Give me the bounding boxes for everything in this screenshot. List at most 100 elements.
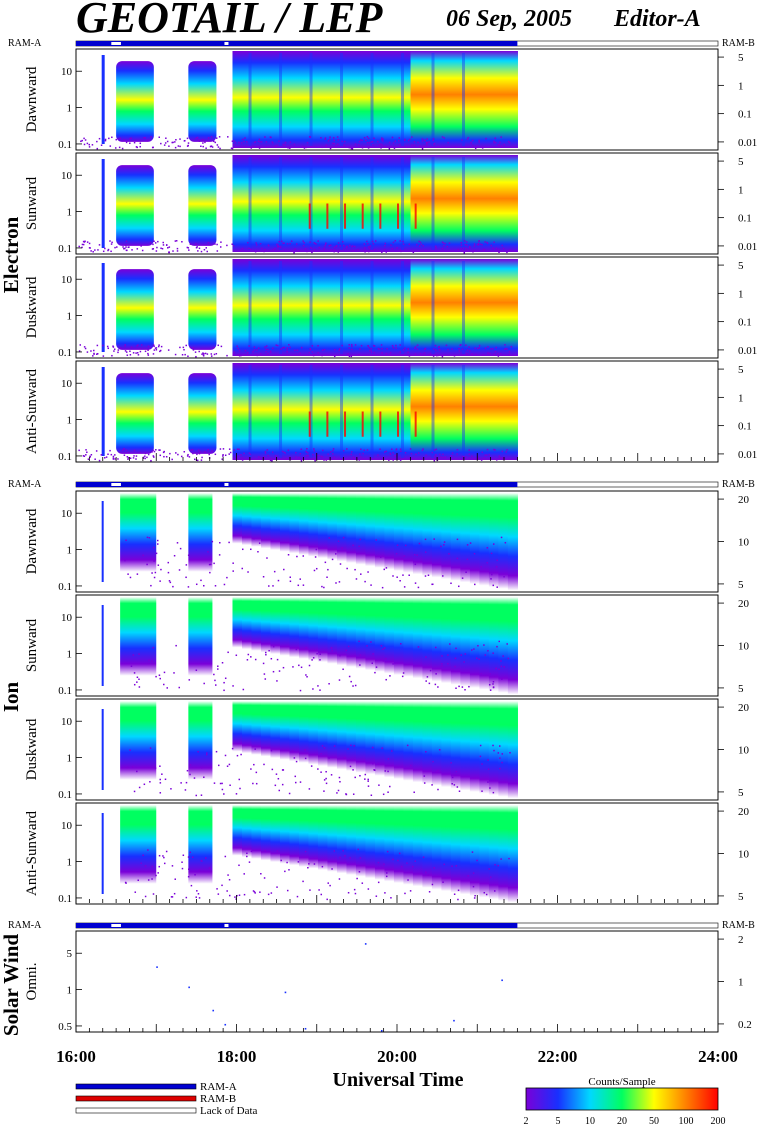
colorbar-label: Counts/Sample [588, 1076, 655, 1088]
electron-noise-pixel [169, 452, 171, 455]
ion-band-segment [308, 805, 319, 869]
colorbar-tick-label: 2 [524, 1116, 529, 1127]
ion-noise-pixel [443, 544, 445, 546]
ion-noise-pixel [219, 541, 221, 544]
ion-noise-pixel [159, 792, 162, 794]
solarwind-point [453, 1019, 455, 1022]
electron-noise-pixel [226, 244, 228, 247]
right-tick-label: 10 [738, 745, 750, 757]
ion-band-segment [422, 805, 433, 888]
legend-label: RAM-B [200, 1093, 236, 1105]
ion-noise-pixel [151, 865, 154, 868]
ion-band-segment [270, 805, 281, 862]
ion-noise-pixel [327, 882, 329, 884]
ion-noise-pixel [319, 659, 321, 661]
electron-noise-pixel [484, 347, 487, 349]
electron-noise-pixel [176, 250, 179, 252]
electron-noise-pixel [114, 454, 116, 456]
electron-noise-pixel [271, 459, 273, 462]
left-tick-label: 1 [67, 545, 73, 557]
section-label-ion: Ion [0, 682, 23, 713]
ion-noise-pixel [339, 856, 341, 859]
electron-dropout [248, 53, 252, 146]
right-tick-label: 2 [738, 934, 744, 946]
electron-noise-pixel [328, 138, 331, 141]
electron-noise-pixel [335, 144, 338, 147]
ion-noise-pixel [181, 867, 184, 870]
ion-band-segment [488, 597, 499, 692]
electron-noise-pixel [299, 452, 302, 455]
electron-noise-pixel [460, 247, 462, 250]
electron-noise-pixel [432, 355, 435, 357]
ion-noise-pixel [455, 865, 458, 867]
ion-noise-pixel [276, 850, 279, 852]
electron-noise-pixel [220, 345, 223, 348]
electron-noise-pixel [123, 139, 125, 141]
ion-band-segment [336, 701, 348, 770]
electron-noise-pixel [152, 243, 154, 246]
electron-band-segment [268, 155, 287, 252]
ion-noise-pixel [165, 850, 168, 853]
ion-noise-pixel [474, 894, 476, 897]
ion-band-segment [317, 701, 329, 767]
colorbar-ramp [525, 1087, 719, 1111]
electron-noise-pixel [127, 458, 129, 460]
electron-noise-pixel [248, 452, 251, 454]
electron-noise-pixel [352, 456, 355, 458]
ion-noise-pixel [485, 893, 488, 896]
electron-noise-pixel [155, 250, 158, 252]
ion-noise-pixel [250, 656, 252, 658]
electron-noise-pixel [441, 241, 444, 243]
ion-noise-pixel [133, 790, 136, 793]
electron-noise-pixel [313, 249, 316, 251]
ion-noise-pixel [152, 893, 155, 895]
electron-noise-pixel [324, 137, 327, 139]
electron-noise-pixel [136, 248, 139, 250]
electron-noise-pixel [315, 243, 317, 245]
electron-noise-pixel [403, 139, 406, 142]
electron-dropout [340, 53, 344, 146]
electron-noise-pixel [202, 142, 204, 144]
electron-band-segment [250, 363, 269, 460]
ion-noise-pixel [404, 892, 406, 895]
electron-band-segment [339, 155, 358, 252]
electron-noise-pixel [185, 344, 187, 347]
ion-noise-pixel [321, 585, 323, 588]
electron-noise-pixel [187, 453, 189, 456]
electron-noise-pixel [384, 145, 387, 148]
electron-noise-pixel [306, 452, 309, 454]
electron-noise-pixel [286, 347, 289, 349]
electron-noise-pixel [88, 143, 90, 146]
electron-noise-pixel [255, 244, 258, 246]
ion-noise-pixel [425, 872, 427, 874]
ion-noise-pixel [438, 748, 441, 751]
ion-noise-pixel [498, 640, 500, 643]
electron-noise-pixel [295, 456, 297, 458]
electron-noise-pixel [125, 141, 128, 144]
electron-noise-pixel [348, 344, 350, 346]
colorbar-tick-label: 10 [585, 1116, 595, 1127]
electron-noise-pixel [466, 138, 469, 141]
electron-noise-pixel [435, 454, 437, 456]
electron-noise-pixel [434, 245, 437, 248]
electron-noise-pixel [325, 145, 327, 147]
ion-spike [101, 813, 104, 894]
electron-dropout [248, 365, 252, 458]
right-tick-label: 1 [738, 288, 744, 300]
electron-noise-pixel [303, 147, 306, 149]
electron-spectrogram [78, 155, 518, 254]
electron-noise-pixel [483, 457, 485, 459]
electron-noise-pixel [440, 456, 442, 458]
electron-noise-pixel [124, 344, 126, 346]
ion-noise-pixel [278, 670, 281, 672]
electron-noise-pixel [465, 249, 468, 252]
electron-noise-pixel [123, 247, 125, 250]
electron-noise-pixel [300, 459, 303, 462]
electron-noise-pixel [444, 242, 446, 245]
electron-noise-pixel [107, 347, 110, 350]
electron-noise-pixel [333, 250, 335, 253]
ion-noise-pixel [309, 889, 311, 891]
electron-noise-pixel [196, 246, 198, 248]
electron-noise-pixel [409, 448, 412, 450]
ion-noise-pixel [367, 780, 369, 782]
